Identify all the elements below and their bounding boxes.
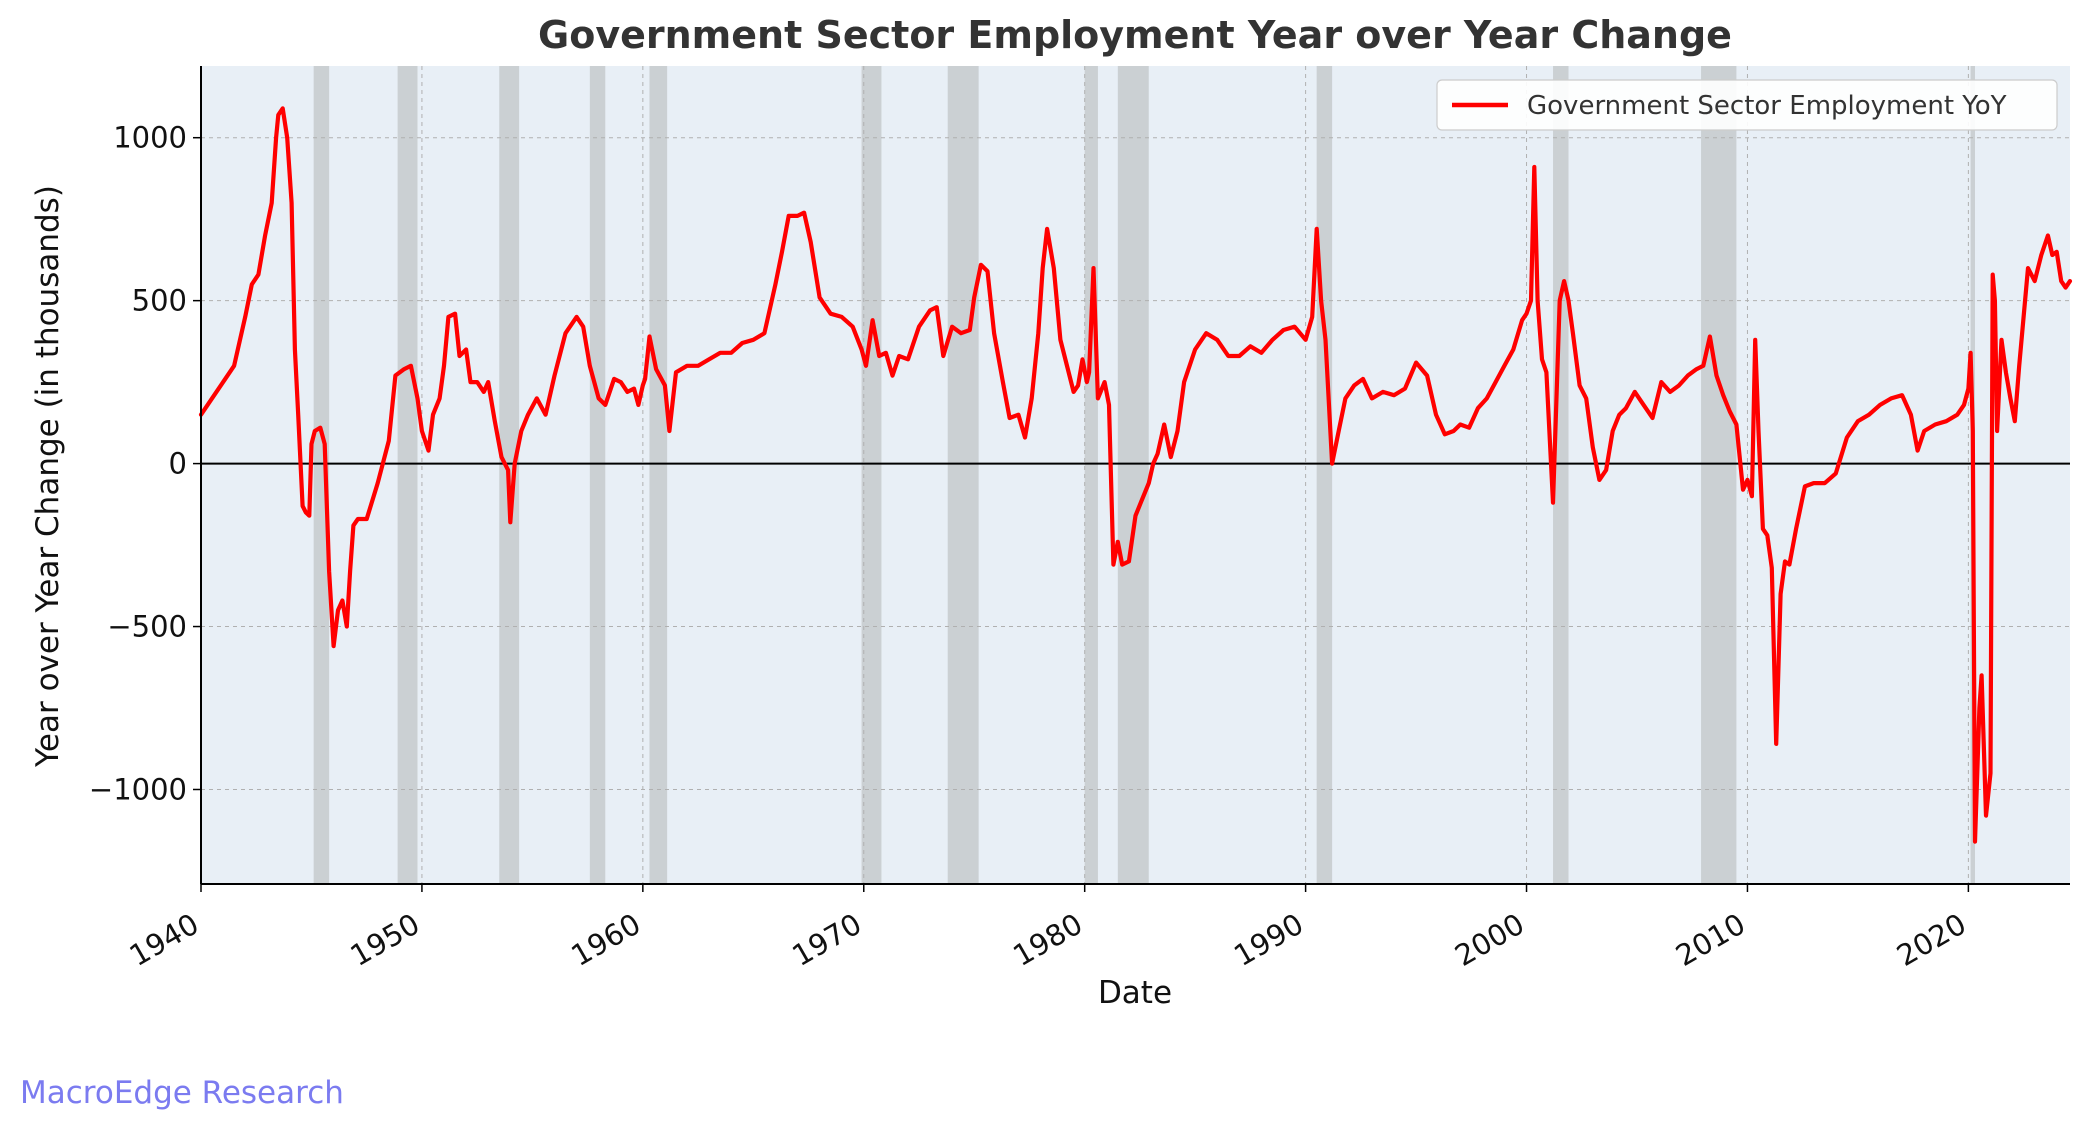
y-axis-label: Year over Year Change (in thousands) [30,185,66,768]
recession-band [1701,66,1737,884]
x-axis-label: Date [1098,975,1172,1011]
recession-band [589,66,606,884]
y-tick-label: −500 [107,610,187,644]
recession-band [397,66,418,884]
y-tick-label: 1000 [113,121,187,155]
y-tick-label: 0 [169,447,187,481]
series-layer [198,106,2073,844]
series-line [198,106,2073,844]
legend-box [1436,79,2058,131]
legend-label: Government Sector Employment YoY [1527,91,2007,121]
recession-band [313,66,330,884]
recession-band [649,66,668,884]
legend: Government Sector Employment YoY [1436,79,2058,131]
recession-band [947,66,979,884]
recession-band [1084,66,1098,884]
recession-bands [313,66,1976,884]
recession-band [861,66,882,884]
axes [200,66,2070,885]
y-tick-label: −1000 [89,772,187,806]
recession-band [1553,66,1569,884]
recession-band [1316,66,1333,884]
y-tick-label: 500 [132,284,187,318]
chart-title: Government Sector Employment Year over Y… [538,13,1732,57]
watermark: MacroEdge Research [20,1075,344,1111]
recession-band [1117,66,1149,884]
